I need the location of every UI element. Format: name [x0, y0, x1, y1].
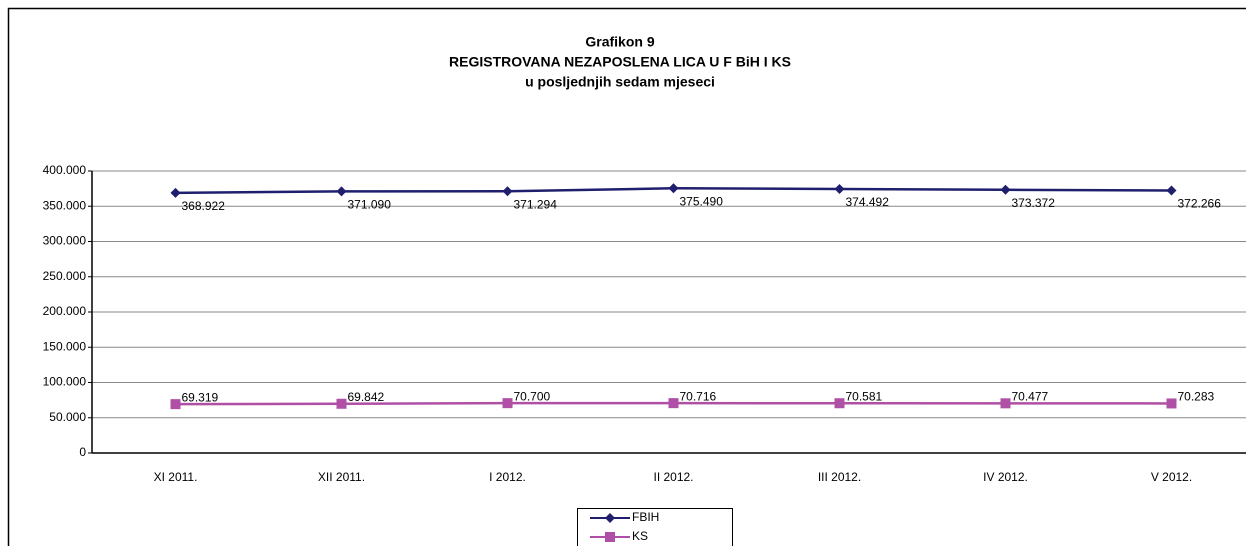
data-label: 70.581 [846, 389, 883, 403]
data-label: 69.842 [348, 390, 385, 404]
data-label: 375.490 [680, 194, 724, 208]
data-point [668, 398, 679, 409]
data-label: 373.372 [1012, 196, 1056, 210]
data-label: 70.283 [1178, 390, 1215, 404]
legend-label: FBIH [632, 510, 659, 524]
y-tick-label: 150.000 [43, 339, 87, 353]
data-label: 70.477 [1012, 389, 1049, 403]
data-point [170, 399, 181, 410]
y-tick-label: 350.000 [43, 198, 87, 212]
data-point [336, 398, 347, 409]
legend-marker [605, 513, 615, 523]
y-tick-label: 400.000 [43, 163, 87, 177]
x-tick-label: I 2012. [489, 470, 526, 484]
data-point [1000, 398, 1011, 409]
data-point [834, 183, 845, 194]
data-label: 70.716 [680, 389, 717, 403]
chart-title: REGISTROVANA NEZAPOSLENA LICA U F BiH I … [449, 54, 791, 70]
x-tick-label: V 2012. [1151, 470, 1192, 484]
legend-box [577, 508, 733, 546]
x-tick-label: XII 2011. [318, 470, 365, 484]
legend-marker [605, 532, 615, 542]
data-point [336, 186, 347, 197]
data-label: 374.492 [846, 195, 890, 209]
data-point [834, 398, 845, 409]
x-tick-label: III 2012. [818, 470, 861, 484]
x-tick-label: XI 2011. [154, 470, 198, 484]
x-tick-label: II 2012. [653, 470, 693, 484]
data-point [502, 186, 513, 197]
y-tick-label: 300.000 [43, 234, 87, 248]
data-label: 368.922 [182, 199, 226, 213]
data-label: 69.319 [182, 390, 219, 404]
chart-title: u posljednjih sedam mjeseci [525, 74, 715, 90]
data-point [1166, 185, 1177, 196]
y-tick-label: 0 [79, 445, 86, 459]
data-label: 372.266 [1178, 197, 1222, 211]
y-tick-label: 50.000 [49, 410, 86, 424]
y-tick-label: 250.000 [43, 269, 87, 283]
data-label: 371.090 [348, 198, 392, 212]
legend-label: KS [632, 529, 648, 543]
data-label: 70.700 [514, 389, 551, 403]
y-tick-label: 100.000 [43, 375, 87, 389]
data-point [1000, 184, 1011, 195]
data-point [668, 183, 679, 194]
data-point [502, 398, 513, 409]
chart-title: Grafikon 9 [585, 34, 654, 50]
x-tick-label: IV 2012. [983, 470, 1028, 484]
data-point [1166, 398, 1177, 409]
chart-frame [7, 7, 1246, 546]
y-tick-label: 200.000 [43, 304, 87, 318]
data-point [170, 187, 181, 198]
data-label: 371.294 [514, 197, 558, 211]
